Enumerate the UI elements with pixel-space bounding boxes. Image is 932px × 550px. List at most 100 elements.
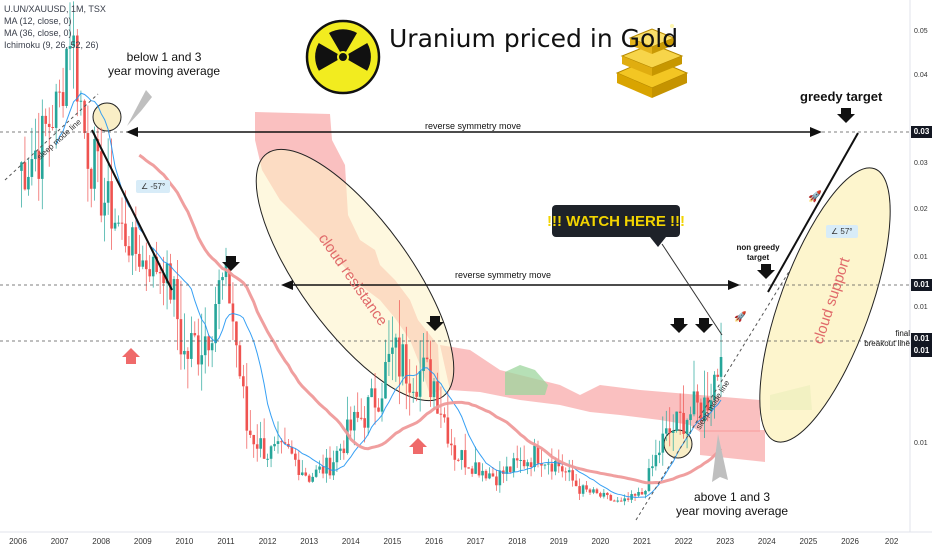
candle-body: [477, 462, 481, 476]
rocket-icon: 🚀: [734, 310, 747, 323]
reverse-symmetry-top-arrowhead-right: [810, 127, 822, 137]
candle-body: [616, 500, 620, 502]
price-label: 0.05: [914, 28, 928, 35]
candle-body: [391, 347, 394, 354]
candle-body: [671, 430, 675, 433]
candle-body: [273, 443, 276, 447]
candle-body: [179, 319, 183, 355]
candle-body: [65, 48, 68, 106]
candle-body: [86, 133, 90, 169]
candle-body: [606, 492, 609, 496]
candle-body: [79, 100, 83, 102]
candle-body: [536, 445, 540, 464]
candle-body: [446, 417, 450, 444]
candle-body: [113, 222, 117, 229]
candle-body: [574, 480, 578, 487]
candle-body: [703, 397, 706, 422]
candle-body: [117, 222, 120, 224]
candle-body: [75, 35, 79, 102]
candle-body: [491, 473, 495, 477]
candle-body: [668, 428, 672, 433]
candle-body: [484, 470, 488, 479]
candle-body: [51, 126, 54, 128]
candle-body: [623, 498, 626, 502]
candle-body: [34, 150, 37, 160]
candle-body: [252, 434, 256, 445]
downtrend-line: [91, 129, 173, 291]
candle-body: [193, 333, 197, 336]
candle-body: [651, 466, 654, 469]
candle-body: [356, 411, 360, 418]
candle-body: [609, 495, 613, 501]
candle-body: [384, 361, 387, 399]
candle-body: [359, 417, 363, 419]
candle-body: [44, 115, 48, 124]
candle-body: [678, 411, 682, 413]
candle-body: [363, 418, 366, 428]
year-tick-label: 2014: [341, 537, 360, 546]
chart-title: Uranium priced in Gold: [389, 24, 679, 53]
candle-body: [183, 350, 186, 355]
candle-body: [450, 443, 453, 446]
candle-body: [245, 386, 249, 431]
candle-body: [203, 336, 207, 356]
candle-body: [141, 260, 145, 267]
candle-body: [248, 430, 252, 435]
candle-body: [640, 491, 644, 495]
above-ma-annotation: above 1 and 3 year moving average: [676, 490, 788, 518]
year-tick-label: 2024: [757, 537, 776, 546]
candle-body: [54, 91, 58, 128]
grey-pointer-arrow: [127, 90, 152, 126]
candle-body: [259, 438, 262, 449]
radiation-icon: [305, 19, 381, 95]
non-greedy-line2: target: [746, 253, 770, 262]
year-tick-label: 202: [884, 537, 899, 546]
candle-body: [138, 253, 141, 267]
candle-body: [443, 414, 446, 418]
candle-body: [592, 489, 595, 493]
candle-body: [165, 263, 169, 284]
candle-body: [470, 468, 474, 474]
candle-body: [595, 489, 599, 494]
price-badge-mid: 0.01: [911, 279, 932, 291]
candle-body: [505, 466, 509, 474]
candle-body: [699, 402, 703, 422]
candle-body: [456, 459, 460, 461]
candle-body: [217, 280, 221, 305]
candle-body: [269, 446, 273, 459]
candle-body: [83, 100, 86, 134]
candle-body: [571, 470, 574, 481]
candle-body: [134, 227, 138, 254]
below-ma-line1: below 1 and 3: [126, 50, 202, 64]
candle-body: [124, 223, 127, 247]
candle-body: [200, 355, 204, 365]
candle-body: [502, 470, 505, 474]
year-tick-label: 2007: [50, 537, 69, 546]
ma-36-line: [138, 153, 723, 485]
candle-body: [335, 450, 339, 463]
candle-body: [550, 463, 554, 472]
candle-body: [692, 391, 696, 415]
candle-body: [221, 277, 224, 281]
year-tick-label: 2017: [466, 537, 485, 546]
year-tick-label: 2016: [425, 537, 443, 546]
candle-body: [533, 445, 536, 468]
year-tick-label: 2015: [383, 537, 402, 546]
candle-body: [169, 263, 172, 300]
candle-body: [633, 494, 637, 496]
ichimoku-cloud-bullish: [505, 365, 548, 395]
candle-body: [495, 476, 498, 486]
year-tick-label: 2013: [300, 537, 319, 546]
candle-body: [709, 400, 713, 411]
candle-body: [231, 303, 235, 322]
candle-body: [394, 337, 398, 348]
candle-body: [61, 92, 65, 106]
candle-body: [474, 462, 477, 474]
candle-body: [131, 227, 134, 256]
greedy-target-label: greedy target: [800, 89, 883, 104]
candle-body: [498, 470, 502, 486]
candle-body: [297, 459, 301, 475]
candle-body: [304, 472, 308, 476]
reverse-symmetry-mid-label: reverse symmetry move: [454, 270, 552, 280]
candle-body: [349, 419, 353, 431]
